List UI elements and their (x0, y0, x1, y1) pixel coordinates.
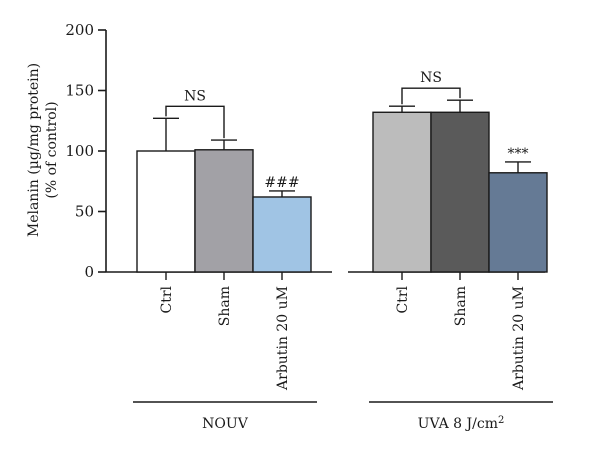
y-axis-title-line2: (% of control) (44, 101, 60, 198)
group-labels: NOUV UVA 8 J/cm2 (133, 401, 553, 433)
group-label: NOUV (202, 416, 249, 432)
bar (372, 111, 432, 273)
group-label: UVA 8 J/cm2 (418, 415, 505, 433)
category-label: Arbutin 20 uM (511, 286, 527, 391)
y-axis-title: Melanin (µg/mg protein) (% of control) (26, 63, 60, 237)
category-labels: Ctrl Sham Arbutin 20 uM Ctrl Sham Arbutin 20 … (159, 285, 527, 390)
category-label: Sham (453, 286, 469, 326)
category-label: Ctrl (395, 285, 411, 313)
y-tick-label: 0 (84, 263, 94, 281)
y-axis: 0 50 100 150 200 (65, 21, 107, 281)
group-label-superscript: 2 (498, 415, 504, 426)
y-tick-label: 100 (65, 142, 94, 160)
bars: ### NS *** NS (136, 70, 548, 273)
bar (430, 111, 490, 273)
x-axis (106, 271, 545, 280)
bracket-label: NS (184, 88, 206, 104)
significance-mark: *** (508, 146, 529, 162)
bar (194, 149, 254, 273)
category-label: Sham (217, 286, 233, 326)
bar (136, 150, 196, 273)
category-label: Arbutin 20 uM (275, 286, 291, 391)
bracket-label: NS (420, 70, 442, 86)
bar (488, 172, 548, 273)
y-tick-label: 50 (75, 203, 94, 221)
significance-mark: ### (264, 175, 299, 191)
y-axis-title-line1: Melanin (µg/mg protein) (26, 63, 42, 237)
bar (252, 196, 312, 273)
y-tick-label: 200 (65, 21, 94, 39)
comparison-bracket (165, 105, 225, 139)
comparison-bracket (401, 87, 461, 105)
y-tick-label: 150 (65, 82, 94, 100)
category-label: Ctrl (159, 285, 175, 313)
